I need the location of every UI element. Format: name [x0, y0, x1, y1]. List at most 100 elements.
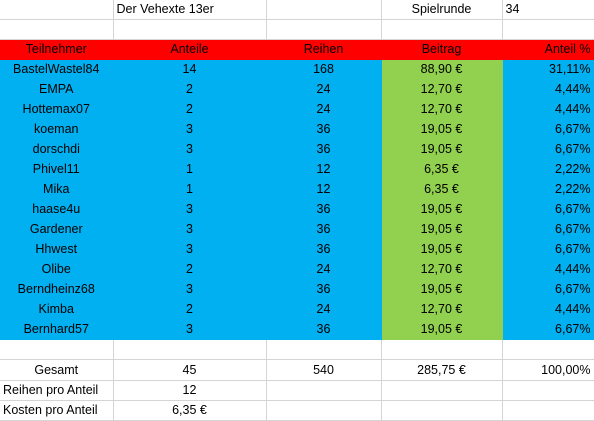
participant-pct[interactable]: 6,67% — [501, 199, 594, 220]
cell[interactable] — [0, 339, 114, 360]
cell[interactable] — [502, 400, 594, 421]
participant-pct[interactable]: 2,22% — [501, 159, 594, 180]
totals-pct[interactable]: 100,00% — [502, 359, 594, 381]
participant-fee[interactable]: 88,90 € — [380, 59, 503, 80]
participant-pct[interactable]: 4,44% — [501, 299, 594, 320]
participant-shares[interactable]: 2 — [113, 79, 267, 100]
totals-shares[interactable]: 45 — [113, 359, 267, 381]
participant-shares[interactable]: 3 — [113, 239, 267, 260]
cell[interactable] — [502, 380, 594, 401]
participant-shares[interactable]: 2 — [113, 259, 267, 280]
participant-pct[interactable]: 4,44% — [501, 259, 594, 280]
participant-pct[interactable]: 6,67% — [501, 139, 594, 160]
participant-fee[interactable]: 6,35 € — [380, 159, 503, 180]
rows-per-share-value[interactable]: 12 — [113, 380, 267, 401]
participant-fee[interactable]: 19,05 € — [380, 279, 503, 300]
cell[interactable] — [502, 19, 594, 40]
participant-fee[interactable]: 19,05 € — [380, 239, 503, 260]
participant-name[interactable]: Berndheinz68 — [0, 279, 114, 300]
participant-rows[interactable]: 36 — [266, 319, 382, 340]
totals-rows[interactable]: 540 — [266, 359, 382, 381]
participant-pct[interactable]: 31,11% — [501, 59, 594, 80]
totals-label[interactable]: Gesamt — [0, 359, 114, 381]
cost-per-share-label[interactable]: Kosten pro Anteil — [0, 400, 114, 421]
header-anteile[interactable]: Anteile — [113, 39, 267, 60]
participant-pct[interactable]: 6,67% — [501, 219, 594, 240]
participant-name[interactable]: Hottemax07 — [0, 99, 114, 120]
cell[interactable] — [266, 0, 382, 20]
cell[interactable] — [381, 339, 503, 360]
cell[interactable] — [502, 339, 594, 360]
sheet-title[interactable]: Der Vehexte 13er — [113, 0, 267, 20]
participant-shares[interactable]: 3 — [113, 319, 267, 340]
participant-fee[interactable]: 12,70 € — [380, 259, 503, 280]
participant-rows[interactable]: 12 — [266, 159, 382, 180]
participant-fee[interactable]: 6,35 € — [380, 179, 503, 200]
participant-pct[interactable]: 6,67% — [501, 279, 594, 300]
participant-rows[interactable]: 24 — [266, 259, 382, 280]
totals-fee[interactable]: 285,75 € — [381, 359, 503, 381]
participant-pct[interactable]: 6,67% — [501, 319, 594, 340]
header-anteil-pct[interactable]: Anteil % — [502, 39, 594, 60]
cell[interactable] — [381, 380, 503, 401]
participant-name[interactable]: Kimba — [0, 299, 114, 320]
participant-name[interactable]: Gardener — [0, 219, 114, 240]
participant-shares[interactable]: 3 — [113, 219, 267, 240]
participant-shares[interactable]: 1 — [113, 159, 267, 180]
participant-rows[interactable]: 12 — [266, 179, 382, 200]
participant-rows[interactable]: 168 — [266, 59, 382, 80]
participant-rows[interactable]: 24 — [266, 299, 382, 320]
participant-shares[interactable]: 1 — [113, 179, 267, 200]
header-beitrag[interactable]: Beitrag — [381, 39, 503, 60]
cell[interactable] — [113, 19, 267, 40]
cell[interactable] — [266, 380, 382, 401]
header-reihen[interactable]: Reihen — [266, 39, 382, 60]
participant-name[interactable]: Olibe — [0, 259, 114, 280]
participant-name[interactable]: Phivel11 — [0, 159, 114, 180]
participant-rows[interactable]: 36 — [266, 139, 382, 160]
participant-fee[interactable]: 12,70 € — [380, 299, 503, 320]
participant-name[interactable]: Mika — [0, 179, 114, 200]
participant-name[interactable]: BastelWastel84 — [0, 59, 114, 80]
cell[interactable] — [0, 19, 114, 40]
header-teilnehmer[interactable]: Teilnehmer — [0, 39, 114, 60]
participant-fee[interactable]: 19,05 € — [380, 199, 503, 220]
participant-name[interactable]: Hhwest — [0, 239, 114, 260]
participant-shares[interactable]: 3 — [113, 279, 267, 300]
participant-fee[interactable]: 19,05 € — [380, 119, 503, 140]
participant-shares[interactable]: 14 — [113, 59, 267, 80]
participant-rows[interactable]: 36 — [266, 279, 382, 300]
round-value[interactable]: 34 — [502, 0, 594, 20]
participant-pct[interactable]: 2,22% — [501, 179, 594, 200]
participant-name[interactable]: haase4u — [0, 199, 114, 220]
participant-rows[interactable]: 36 — [266, 199, 382, 220]
participant-name[interactable]: Bernhard57 — [0, 319, 114, 340]
participant-name[interactable]: dorschdi — [0, 139, 114, 160]
participant-pct[interactable]: 4,44% — [501, 99, 594, 120]
participant-pct[interactable]: 6,67% — [501, 239, 594, 260]
participant-shares[interactable]: 3 — [113, 199, 267, 220]
cell[interactable] — [381, 400, 503, 421]
participant-shares[interactable]: 3 — [113, 119, 267, 140]
participant-rows[interactable]: 36 — [266, 239, 382, 260]
participant-fee[interactable]: 19,05 € — [380, 139, 503, 160]
participant-fee[interactable]: 12,70 € — [380, 99, 503, 120]
participant-rows[interactable]: 36 — [266, 119, 382, 140]
cost-per-share-value[interactable]: 6,35 € — [113, 400, 267, 421]
cell[interactable] — [266, 19, 382, 40]
round-label[interactable]: Spielrunde — [381, 0, 503, 20]
cell[interactable] — [381, 19, 503, 40]
participant-shares[interactable]: 3 — [113, 139, 267, 160]
participant-pct[interactable]: 6,67% — [501, 119, 594, 140]
cell[interactable] — [0, 0, 114, 20]
cell[interactable] — [266, 339, 382, 360]
participant-rows[interactable]: 24 — [266, 79, 382, 100]
participant-rows[interactable]: 24 — [266, 99, 382, 120]
rows-per-share-label[interactable]: Reihen pro Anteil — [0, 380, 114, 401]
cell[interactable] — [113, 339, 267, 360]
participant-name[interactable]: EMPA — [0, 79, 114, 100]
participant-rows[interactable]: 36 — [266, 219, 382, 240]
participant-shares[interactable]: 2 — [113, 299, 267, 320]
participant-fee[interactable]: 19,05 € — [380, 219, 503, 240]
cell[interactable] — [266, 400, 382, 421]
